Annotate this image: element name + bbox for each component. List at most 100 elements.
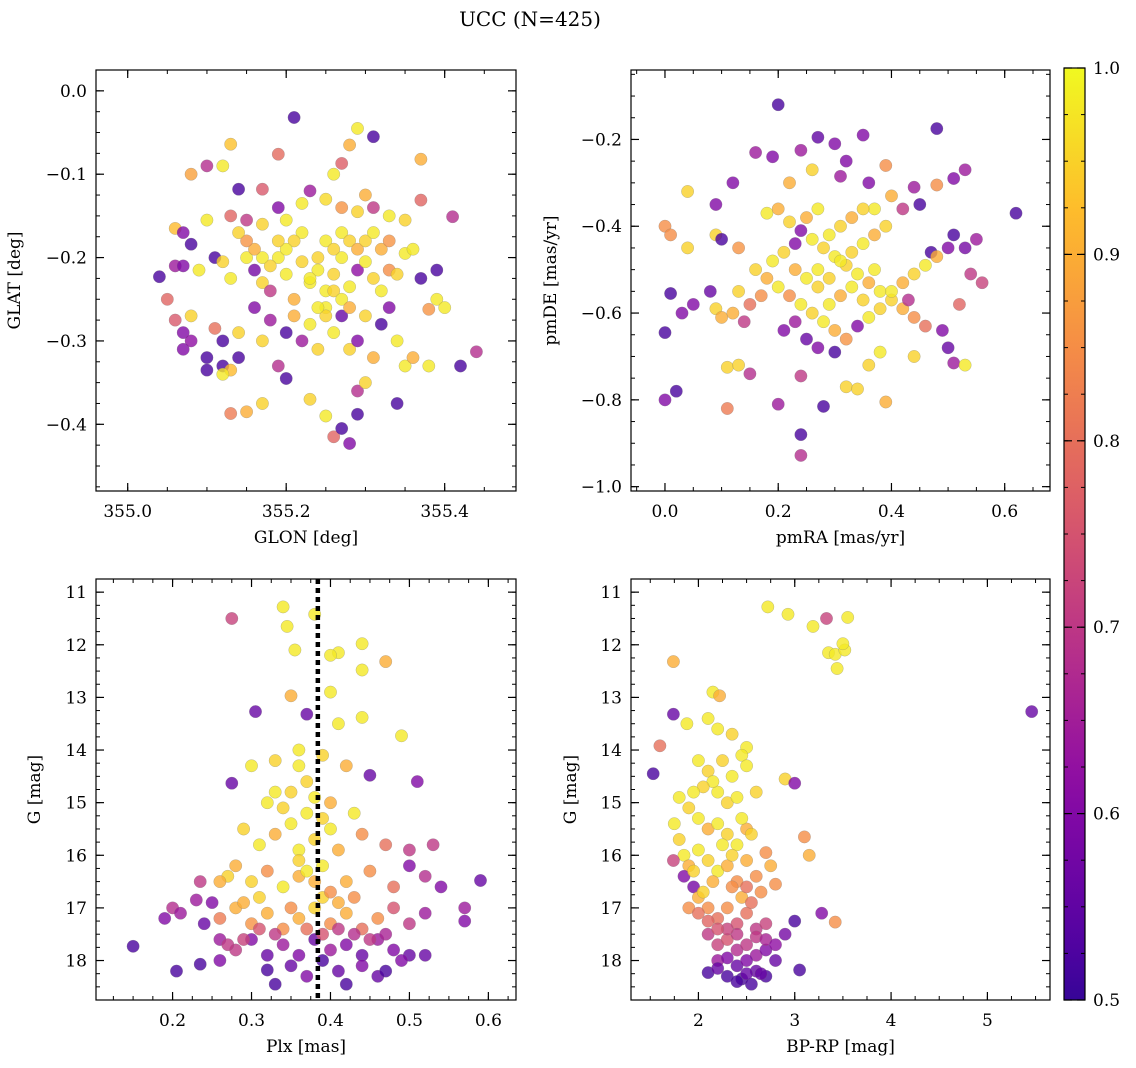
scatter-point: [706, 875, 720, 888]
scatter-point: [402, 859, 416, 873]
scatter-point: [720, 402, 734, 415]
scatter-point: [720, 901, 734, 915]
scatter-point: [426, 838, 440, 852]
scatter-point: [406, 351, 420, 364]
scatter-point: [841, 611, 855, 624]
y-tick-label: −0.3: [46, 332, 87, 352]
scatter-point: [279, 326, 293, 339]
y-tick-label: −0.6: [581, 304, 622, 324]
scatter-point: [260, 864, 274, 878]
y-tick-label: −0.2: [46, 249, 87, 269]
scatter-point: [422, 302, 436, 316]
scatter-point: [152, 270, 166, 284]
scatter-point: [351, 384, 364, 398]
scatter-point: [820, 612, 833, 625]
figure-title: UCC (N=425): [459, 7, 601, 31]
scatter-point: [732, 284, 745, 298]
scatter-point: [224, 407, 238, 420]
scatter-point: [327, 326, 341, 339]
scatter-points: [646, 600, 1039, 991]
scatter-point: [366, 201, 380, 215]
scatter-point: [941, 341, 955, 355]
scatter-point: [292, 759, 306, 773]
scatter-point: [839, 380, 853, 394]
scatter-point: [395, 729, 408, 743]
scatter-point: [363, 768, 377, 782]
scatter-point: [287, 292, 301, 306]
scatter-point: [324, 685, 337, 699]
scatter-point: [347, 927, 361, 941]
x-tick-label: 0.0: [651, 502, 678, 522]
scatter-point: [879, 159, 893, 172]
scatter-point: [735, 748, 749, 762]
scatter-point: [240, 213, 254, 227]
scatter-point: [677, 848, 691, 862]
scatter-point: [862, 176, 876, 190]
scatter-point: [197, 917, 211, 931]
scatter-point: [783, 176, 796, 190]
y-tick-label: 14: [65, 741, 87, 761]
scatter-point: [331, 717, 345, 731]
scatter-point: [745, 896, 758, 909]
scatter-point: [379, 964, 393, 978]
scatter-point: [343, 342, 356, 356]
scatter-point: [324, 796, 337, 810]
scatter-point: [805, 306, 819, 320]
scatter-point: [817, 315, 830, 329]
scatter-point: [351, 205, 364, 219]
scatter-point: [879, 219, 893, 233]
scatter-point: [224, 137, 238, 151]
scatter-point: [822, 271, 836, 285]
scatter-point: [716, 838, 729, 852]
y-tick-label: 17: [600, 899, 622, 919]
scatter-point: [930, 250, 944, 264]
scatter-point: [701, 712, 715, 725]
scatter-point: [240, 405, 254, 419]
scatter-point: [851, 319, 864, 333]
scatter-point: [193, 957, 207, 971]
x-axis-label: pmRA [mas/yr]: [776, 528, 905, 548]
scatter-point: [410, 775, 424, 788]
scatter-point: [788, 263, 802, 276]
y-tick-label: −0.2: [581, 130, 622, 150]
scatter-point: [766, 254, 779, 268]
scatter-point: [382, 234, 396, 248]
scatter-point: [800, 211, 813, 225]
scatter-point: [815, 906, 829, 920]
y-tick-label: 12: [600, 636, 622, 656]
scatter-point: [300, 775, 314, 788]
scatter-point: [919, 258, 932, 272]
scatter-point: [682, 801, 696, 815]
scatter-point: [834, 219, 847, 233]
scatter-point: [268, 754, 282, 767]
scatter-point: [245, 875, 258, 888]
scatter-point: [715, 310, 728, 324]
scatter-point: [873, 284, 887, 298]
scatter-point: [862, 276, 876, 290]
scatter-point: [653, 739, 667, 753]
scatter-point: [873, 302, 887, 316]
scatter-point: [885, 189, 898, 203]
x-axis-label: BP-RP [mag]: [786, 1037, 895, 1057]
scatter-point: [839, 154, 853, 168]
scatter-point: [794, 448, 808, 462]
scatter-points: [658, 98, 1023, 462]
scatter-point: [276, 801, 290, 815]
scatter-point: [284, 901, 298, 915]
scatter-point: [930, 178, 944, 192]
colorbar-tick-label: 1.0: [1093, 59, 1120, 79]
y-tick-label: 16: [600, 846, 622, 866]
scatter-point: [347, 806, 361, 820]
scatter-point: [335, 251, 349, 265]
scatter-point: [160, 292, 174, 306]
scatter-point: [896, 276, 910, 290]
scatter-point: [458, 914, 472, 928]
scatter-point: [658, 393, 672, 407]
scatter-point: [343, 234, 356, 248]
scatter-point: [216, 255, 230, 269]
scatter-point: [339, 906, 353, 920]
scatter-point: [205, 896, 219, 909]
scatter-point: [189, 893, 203, 907]
x-tick-label: 0.4: [878, 502, 905, 522]
scatter-point: [701, 854, 715, 867]
